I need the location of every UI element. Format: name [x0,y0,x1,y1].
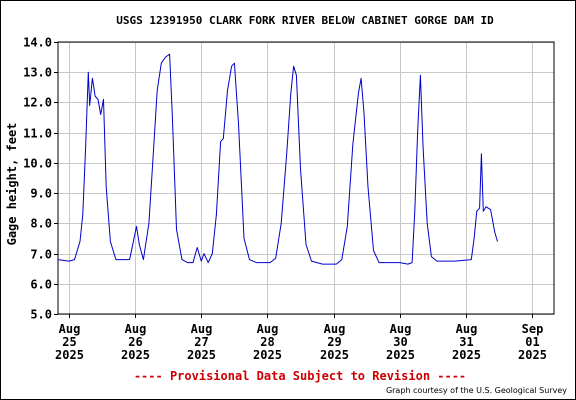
x-tick-label-line: 2025 [320,348,349,362]
x-tick-label-line: 2025 [518,348,547,362]
gage-height-series-line [57,53,498,265]
chart-title: USGS 12391950 CLARK FORK RIVER BELOW CAB… [116,14,494,27]
credit-line: Graph courtesy of the U.S. Geological Su… [386,386,567,395]
x-tick-label-line: Aug [257,322,279,336]
y-axis-label: Gage height, feet [5,123,19,246]
y-tick-label: 11.0 [23,127,52,141]
series-layer [57,53,498,265]
x-tick-label-line: Aug [125,322,147,336]
x-tick-label: Aug 29 2025 [320,322,349,362]
x-tick-label: Sep 01 2025 [518,322,547,362]
x-tick-label-line: 31 [459,335,473,349]
x-tick-label-line: Aug [456,322,478,336]
x-tick-label-line: 29 [327,335,341,349]
x-tick-label-line: 2025 [386,348,415,362]
x-tick-label-line: 01 [525,335,539,349]
x-tick-label: Aug 31 2025 [452,322,481,362]
x-tick-label-line: 25 [62,335,76,349]
x-tick-label-line: 28 [260,335,274,349]
y-axis-ticks: 5.0 6.0 7.0 8.0 9.0 10.0 11.0 12.0 13.0 14.0 [23,36,58,322]
y-tick-label: 7.0 [30,248,52,262]
x-tick-label: Aug 26 2025 [121,322,150,362]
plot-area [58,42,554,314]
x-tick-label: Aug 25 2025 [55,322,84,362]
x-tick-label-line: 27 [194,335,208,349]
x-tick-label: Aug 30 2025 [386,322,415,362]
x-tick-label-line: 2025 [187,348,216,362]
x-tick-label-line: 2025 [121,348,150,362]
y-tick-label: 10.0 [23,157,52,171]
provisional-notice: ---- Provisional Data Subject to Revisio… [134,369,466,383]
x-tick-label-line: Aug [59,322,81,336]
y-tick-label: 8.0 [30,217,52,231]
y-tick-label: 12.0 [23,96,52,110]
x-tick-label-line: 2025 [253,348,282,362]
x-tick-label-line: Sep [522,322,544,336]
x-tick-label: Aug 27 2025 [187,322,216,362]
x-tick-label-line: 2025 [55,348,84,362]
x-tick-label-line: Aug [390,322,412,336]
x-tick-label-line: 26 [128,335,142,349]
plot-border [57,41,555,315]
x-tick-label-line: 2025 [452,348,481,362]
x-tick-label: Aug 28 2025 [253,322,282,362]
y-tick-label: 5.0 [30,308,52,322]
y-tick-label: 9.0 [30,187,52,201]
x-tick-label-line: Aug [324,322,346,336]
y-tick-label: 6.0 [30,278,52,292]
x-tick-label-line: 30 [393,335,407,349]
y-tick-label: 13.0 [23,66,52,80]
y-tick-label: 14.0 [23,36,52,50]
x-tick-label-line: Aug [191,322,213,336]
